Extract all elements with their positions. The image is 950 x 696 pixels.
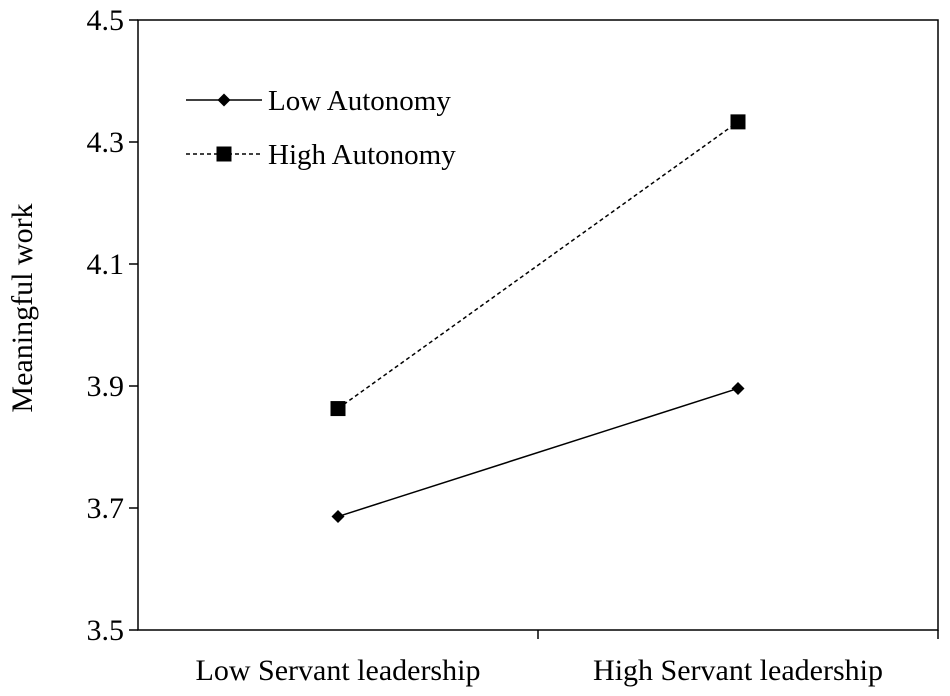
x-category-label: Low Servant leadership <box>196 654 481 687</box>
data-point <box>730 114 746 130</box>
y-axis-ticks: 3.5 3.7 3.9 4.1 4.3 4.5 <box>87 4 138 647</box>
y-tick-label: 3.5 <box>87 614 125 647</box>
x-axis-ticks: Low Servant leadership High Servant leade… <box>196 630 939 687</box>
plot-area <box>137 19 939 631</box>
legend: Low Autonomy High Autonomy <box>186 85 456 171</box>
y-tick-label: 3.7 <box>87 492 125 525</box>
series-diamond <box>331 381 745 524</box>
legend-label: High Autonomy <box>268 139 456 171</box>
data-point <box>731 381 745 395</box>
legend-marker <box>216 146 232 162</box>
x-category-label: High Servant leadership <box>593 654 883 687</box>
legend-marker <box>217 93 231 107</box>
series-layer <box>330 114 746 524</box>
series-square <box>330 114 746 417</box>
y-tick-label: 3.9 <box>87 370 125 403</box>
y-tick-label: 4.3 <box>87 126 125 159</box>
data-point <box>330 401 346 417</box>
legend-label: Low Autonomy <box>268 85 451 117</box>
y-axis-title: Meaningful work <box>6 203 39 412</box>
series-line <box>337 121 739 410</box>
series-line <box>337 387 739 518</box>
y-tick-label: 4.1 <box>87 248 125 281</box>
data-point <box>331 510 345 524</box>
y-tick-label: 4.5 <box>87 4 125 37</box>
